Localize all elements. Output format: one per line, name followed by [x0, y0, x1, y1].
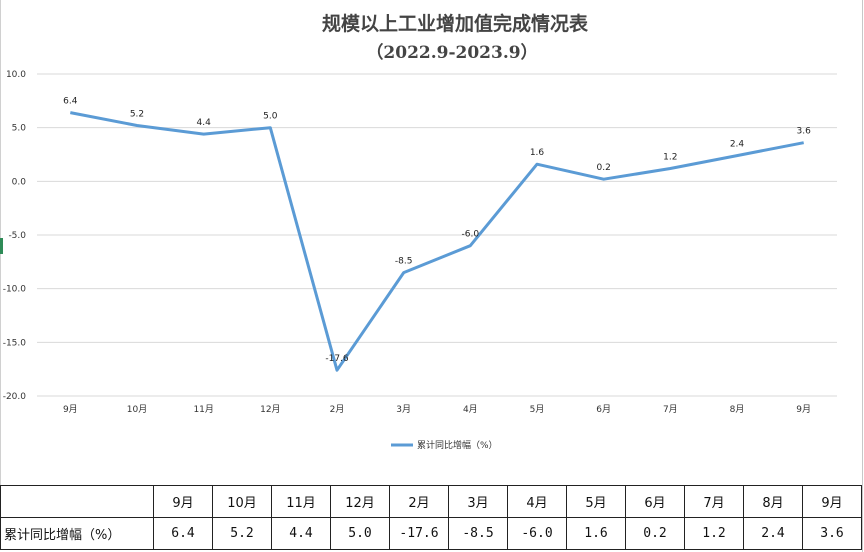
table-header-cell: 10月 [212, 485, 272, 518]
table-header-cell: 4月 [507, 485, 567, 518]
y-tick-label: -15.0 [3, 338, 27, 348]
table-value-cell: 6.4 [153, 517, 213, 550]
table-header-cell: 5月 [566, 485, 626, 518]
table-value-cell: -6.0 [507, 517, 567, 550]
table-value-cell: 1.6 [566, 517, 626, 550]
table-value-cell: 3.6 [802, 517, 862, 550]
table-header-cell: 11月 [271, 485, 331, 518]
x-tick-label: 4月 [463, 404, 478, 415]
data-label: 5.0 [263, 112, 278, 122]
table-header-cell: 8月 [743, 485, 803, 518]
table-corner-cell [0, 485, 154, 518]
table-value-cell: 1.2 [684, 517, 744, 550]
table-value-cell: 2.4 [743, 517, 803, 550]
table-value-cell: -8.5 [448, 517, 508, 550]
table-value-cell: -17.6 [389, 517, 449, 550]
data-label: 1.6 [530, 148, 545, 158]
table-value-cell: 5.0 [330, 517, 390, 550]
table-header-cell: 6月 [625, 485, 685, 518]
data-label: 5.2 [130, 110, 144, 120]
x-tick-label: 9月 [796, 404, 811, 415]
y-axis-ticks: 10.0 5.0 0.0 -5.0 -10.0 -15.0 -20.0 [3, 70, 27, 402]
data-label: 3.6 [797, 127, 812, 137]
data-label: 2.4 [730, 140, 745, 150]
y-tick-label: -5.0 [8, 231, 26, 241]
data-label: 4.4 [197, 118, 212, 128]
data-labels: 6.4 5.2 4.4 5.0 -17.6 -8.5 -6.0 1.6 0.2 1.2 2.4 3.6 [63, 97, 811, 365]
y-tick-label: -10.0 [3, 285, 27, 295]
x-tick-label: 11月 [193, 404, 213, 415]
x-tick-label: 12月 [260, 404, 280, 415]
data-label: 0.2 [597, 163, 611, 173]
x-tick-label: 3月 [396, 404, 411, 415]
data-label: 6.4 [63, 97, 78, 107]
table-header-cell: 9月 [802, 485, 862, 518]
y-tick-label: 10.0 [6, 70, 26, 80]
x-tick-label: 5月 [530, 404, 545, 415]
y-tick-label: -20.0 [3, 392, 27, 402]
table-value-cell: 0.2 [625, 517, 685, 550]
series-line [70, 111, 804, 372]
x-tick-label: 7月 [663, 404, 678, 415]
data-label: 1.2 [663, 152, 677, 162]
selection-marker [0, 238, 3, 254]
x-tick-label: 9月 [63, 404, 78, 415]
legend: 累计同比增幅（%） [391, 439, 498, 451]
x-tick-label: 10月 [127, 404, 147, 415]
grid-lines [37, 73, 837, 397]
y-tick-label: 5.0 [12, 124, 27, 134]
right-edge-line [862, 0, 863, 552]
table-header-row: 9月 10月 11月 12月 2月 3月 4月 5月 6月 7月 8月 9月 [0, 485, 862, 518]
chart-title: 规模以上工业增加值完成情况表 [322, 12, 589, 35]
table-header-cell: 12月 [330, 485, 390, 518]
chart-subtitle: （2022.9-2023.9） [366, 42, 537, 63]
table-header-cell: 7月 [684, 485, 744, 518]
table-value-cell: 4.4 [271, 517, 331, 550]
data-label: -8.5 [395, 257, 413, 267]
table-value-row: 累计同比增幅（%） 6.4 5.2 4.4 5.0 -17.6 -8.5 -6.0 1.6 0.… [0, 517, 862, 550]
table-value-cell: 5.2 [212, 517, 272, 550]
table-header-cell: 9月 [153, 485, 213, 518]
legend-label: 累计同比增幅（%） [417, 439, 498, 451]
x-tick-label: 2月 [330, 404, 345, 415]
table-header-cell: 3月 [448, 485, 508, 518]
x-tick-label: 8月 [730, 404, 745, 415]
x-axis-ticks: 9月 10月 11月 12月 2月 3月 4月 5月 6月 7月 8月 9月 [63, 404, 811, 415]
data-label: -17.6 [325, 354, 349, 364]
line-chart: 规模以上工业增加值完成情况表 （2022.9-2023.9） 10.0 5.0 0.… [3, 12, 837, 451]
x-tick-label: 6月 [596, 404, 611, 415]
table-header-cell: 2月 [389, 485, 449, 518]
data-table: 9月 10月 11月 12月 2月 3月 4月 5月 6月 7月 8月 9月 累计同比增幅（%） 6.… [0, 485, 862, 550]
data-label: -6.0 [462, 230, 480, 240]
y-tick-label: 0.0 [12, 177, 27, 187]
table-row-label: 累计同比增幅（%） [0, 517, 154, 550]
